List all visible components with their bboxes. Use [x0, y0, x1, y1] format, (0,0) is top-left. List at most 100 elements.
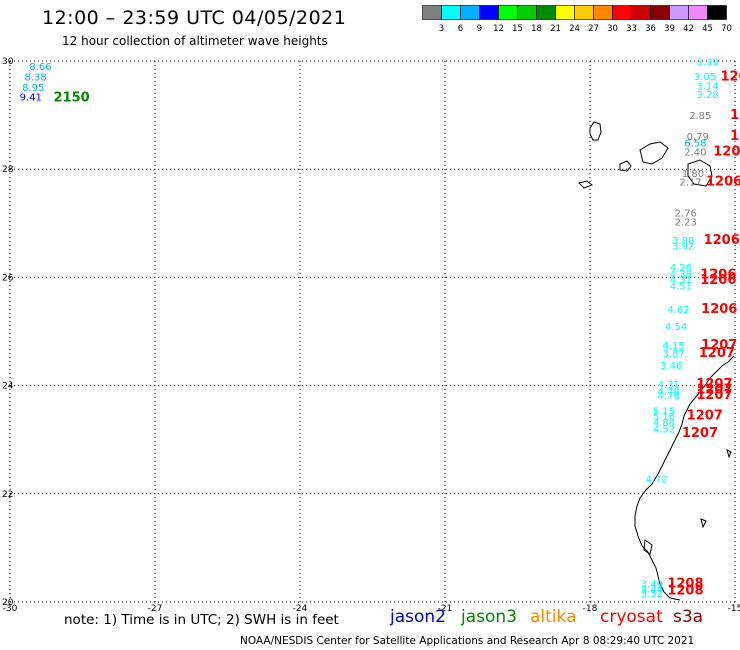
satellite-altika: altika: [530, 607, 577, 627]
color-swatch: [707, 5, 727, 20]
wave-height-label: 4.38: [670, 269, 692, 280]
wave-height-label: 3.87: [663, 349, 685, 360]
pass-time-label: 1206: [730, 108, 740, 123]
pass-time-label: 1207: [721, 69, 740, 84]
lat-tick-label: 24: [2, 382, 14, 392]
color-swatch: [688, 5, 708, 20]
lat-tick-label: 22: [2, 490, 13, 500]
wave-height-label: 4.76: [658, 391, 680, 402]
wave-height-label: 3.46: [660, 361, 682, 372]
island-gran-canaria: [687, 159, 713, 187]
map-grid: [9, 60, 736, 603]
color-scale-label: 9: [477, 24, 482, 34]
satellite-cryosat: cryosat: [600, 607, 663, 627]
color-scale-label: 30: [607, 24, 618, 34]
color-swatch: [669, 5, 689, 20]
color-swatch: [593, 5, 613, 20]
lon-tick-label: -18: [583, 604, 598, 614]
wave-height-label: 1.80: [682, 169, 704, 180]
wave-height-label: 4.31: [670, 275, 692, 286]
lon-tick-label: -21: [438, 604, 453, 614]
color-scale-label: 12: [493, 24, 504, 34]
color-scale-label: 45: [702, 24, 713, 34]
wave-height-label: 3.44: [641, 584, 663, 595]
wave-height-label: 4.84: [653, 418, 675, 429]
wave-height-label: 4.31: [658, 380, 680, 391]
island-la-palma: [589, 121, 602, 141]
wave-height-label: 3.92: [672, 241, 694, 252]
wave-height-label: 3.14: [696, 82, 718, 93]
wave-height-label: 3.28: [696, 90, 718, 101]
color-scale-label: 27: [588, 24, 599, 34]
pass-time-label: 1207: [682, 426, 718, 441]
pass-time-label: 1206: [730, 129, 740, 144]
wave-height-label: 8.38: [25, 72, 47, 83]
coastline: [578, 121, 735, 601]
map-title: 12:00 – 23:59 UTC 04/05/2021: [42, 7, 347, 29]
color-swatch: [612, 5, 632, 20]
wave-height-label: 4.78: [658, 387, 680, 398]
wave-height-label: 8.95: [22, 83, 44, 94]
lon-tick-label: -15: [728, 604, 740, 614]
islet-cap-blanc: [726, 449, 732, 459]
wave-height-label: 2.40: [684, 148, 706, 159]
wave-height-label: 3.49: [641, 579, 663, 590]
color-scale-label: 3: [439, 24, 444, 34]
color-swatch: [555, 5, 575, 20]
wave-height-label: 0.79: [687, 132, 709, 143]
wave-labels: 8.668.388.959.41 2150 3.39 3.053.143.28 2.85…: [20, 57, 740, 600]
color-swatch: [479, 5, 499, 20]
color-swatch: [574, 5, 594, 20]
color-swatch: [517, 5, 537, 20]
wave-height-label: 5.15: [653, 406, 675, 417]
pass-time-label: 1206: [701, 302, 737, 317]
pass-time-label: 1206: [700, 267, 736, 282]
wave-height-label: 9.41: [20, 92, 42, 103]
lat-tick-label: 30: [2, 57, 14, 67]
wave-height-label: 2.23: [675, 217, 697, 228]
color-scale-label: 18: [531, 24, 542, 34]
island-tenerife: [639, 141, 669, 165]
pass-time-label: 1206: [704, 233, 740, 248]
pass-time-label: 1208: [667, 583, 703, 598]
lon-tick-label: -27: [148, 604, 163, 614]
lat-tick-label: 26: [2, 273, 14, 283]
wave-height-label: 5.16: [653, 412, 675, 423]
color-swatch: [498, 5, 518, 20]
color-swatch: [650, 5, 670, 20]
pass-time-label: 1207: [696, 383, 732, 398]
lon-tick-label: -30: [3, 604, 18, 614]
pass-time-label: 1207: [687, 409, 723, 424]
wave-height-label: 3.52: [641, 589, 663, 600]
footer-note: note: 1) Time is in UTC; 2) SWH is in fe…: [64, 612, 339, 628]
pass-time-label: 1206: [700, 273, 736, 288]
pass-time-label: 1207: [696, 377, 732, 392]
wave-height-label: 3.88: [672, 236, 694, 247]
wave-height-label: 8.66: [29, 62, 51, 73]
coastline-africa: [634, 355, 735, 601]
wave-height-label: 4.15: [663, 341, 685, 352]
color-scale-label: 24: [569, 24, 580, 34]
wave-height-label: 3.05: [694, 72, 716, 83]
color-swatch: [631, 5, 651, 20]
pass-time-label: 2150: [54, 91, 90, 106]
lat-tick-label: 28: [2, 165, 14, 175]
wave-height-label: 4.54: [665, 322, 687, 333]
satellite-jason3: jason3: [461, 607, 517, 627]
satellite-s3a: s3a: [673, 607, 704, 627]
wave-height-label: 4.72: [646, 474, 668, 485]
color-scale-label: 42: [683, 24, 694, 34]
color-swatch: [441, 5, 461, 20]
color-scale-label: 6: [458, 24, 463, 34]
island-gomera: [619, 160, 632, 172]
island-hierro: [578, 180, 593, 189]
pass-time-label: 1207: [701, 338, 737, 353]
wave-height-label: 6.58: [684, 138, 706, 149]
color-swatch: [460, 5, 480, 20]
wave-height-label: 3.39: [696, 57, 718, 68]
color-swatch: [536, 5, 556, 20]
wave-height-label: 4.52: [653, 425, 675, 436]
satellite-jason2: jason2: [390, 607, 446, 627]
wave-height-label: 4.51: [670, 281, 692, 292]
